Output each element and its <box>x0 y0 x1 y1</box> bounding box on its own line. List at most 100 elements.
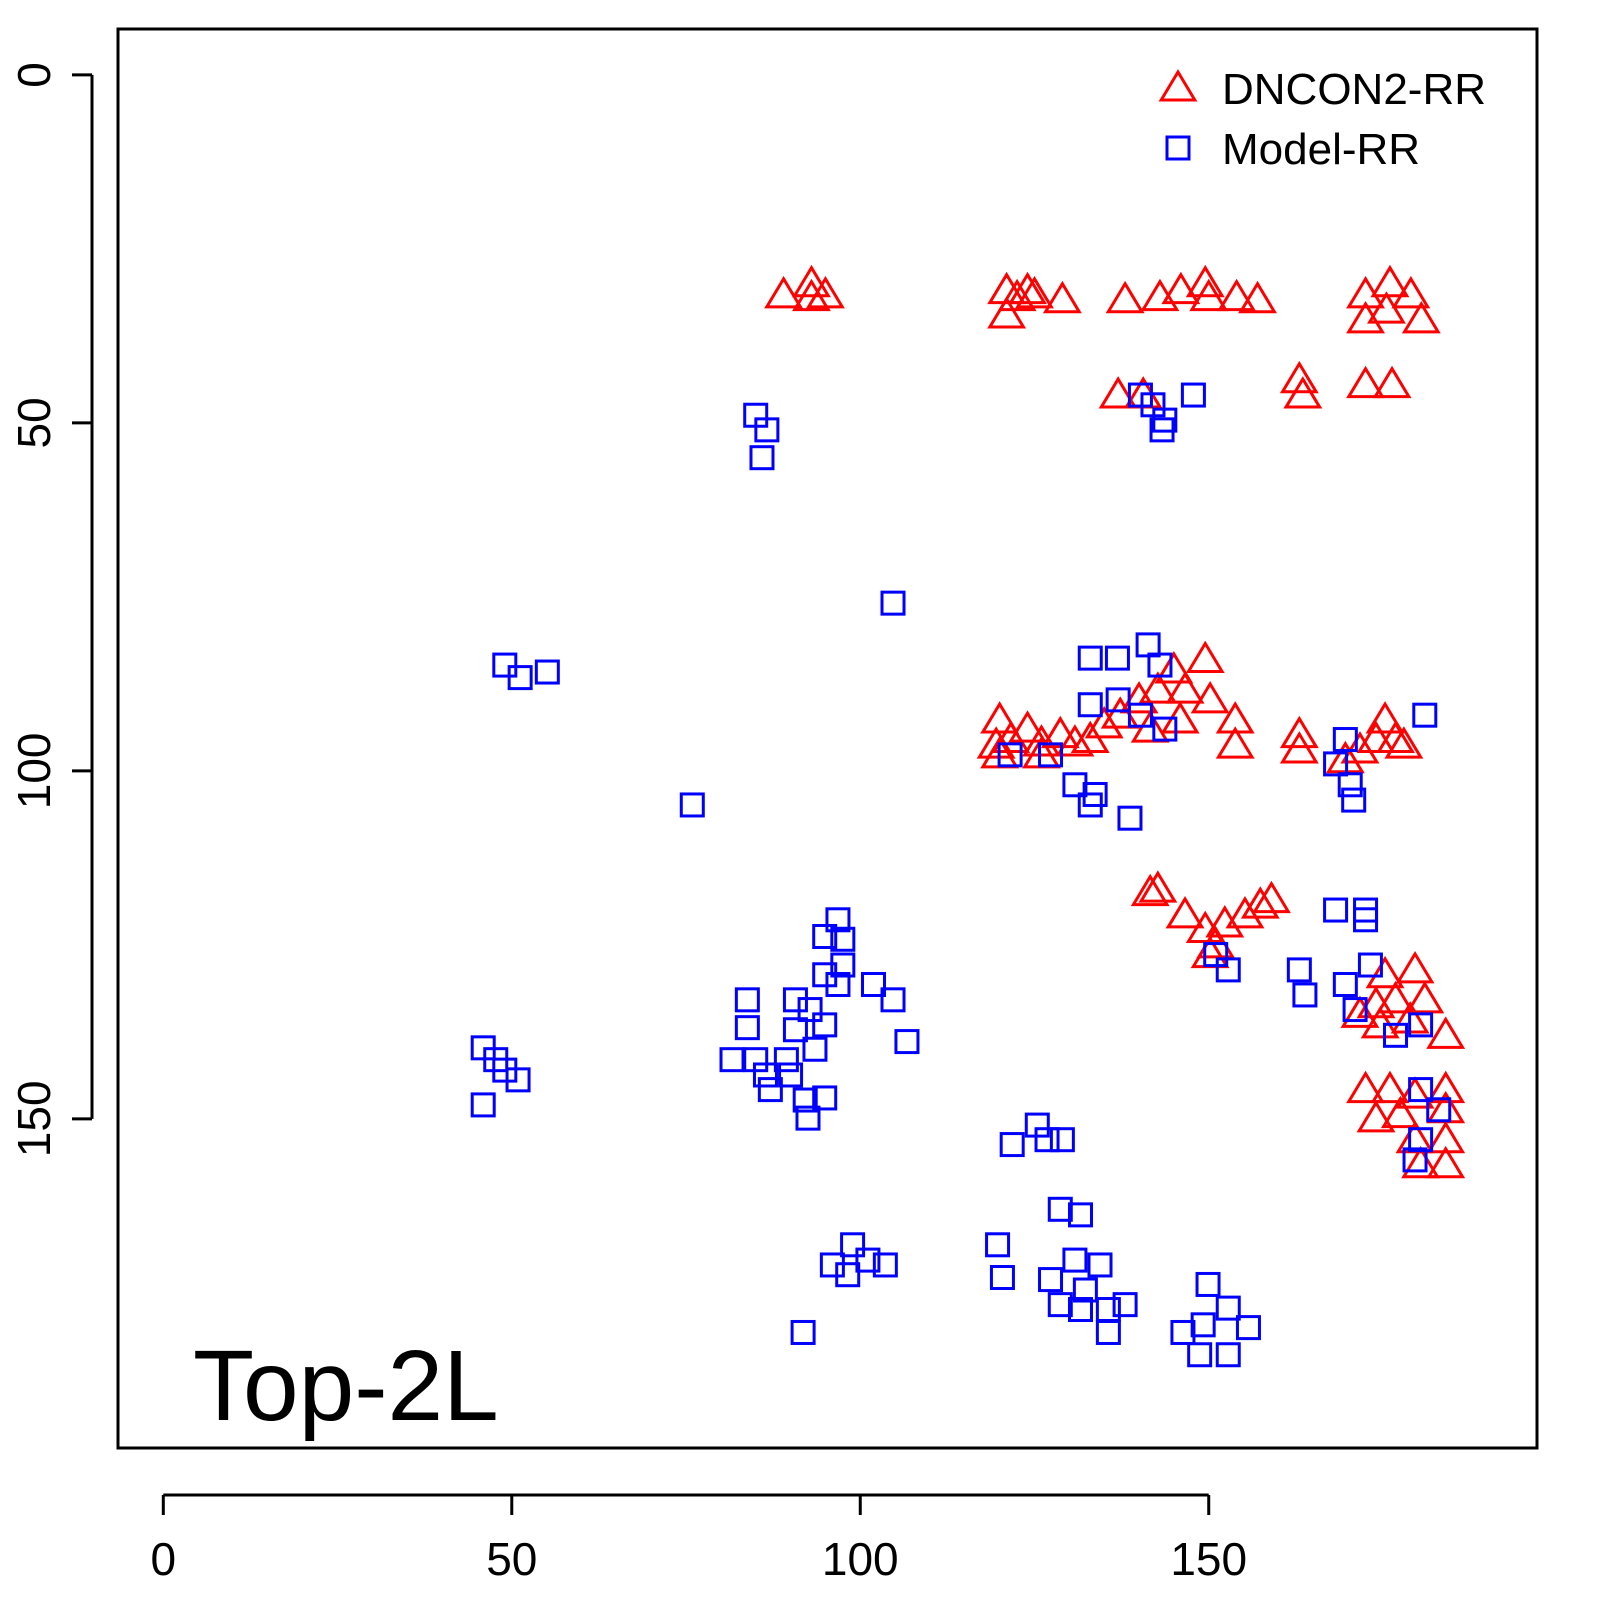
data-point <box>894 1029 920 1055</box>
data-point <box>1165 896 1205 929</box>
data-point <box>1252 880 1291 914</box>
data-point <box>1346 1070 1385 1104</box>
data-point <box>734 1015 760 1041</box>
data-point <box>1323 897 1349 923</box>
data-point <box>1095 1297 1121 1323</box>
data-point <box>1405 980 1445 1014</box>
data-point <box>1127 702 1153 728</box>
data-point <box>1365 701 1405 734</box>
data-point <box>1077 792 1103 818</box>
data-point <box>719 1047 745 1073</box>
data-point <box>792 278 831 312</box>
data-point <box>812 1012 838 1038</box>
y-tick-label: 150 <box>8 1080 60 1157</box>
data-point <box>1340 731 1380 764</box>
data-point <box>1395 1076 1435 1109</box>
data-point <box>997 742 1023 768</box>
data-point <box>1138 671 1178 704</box>
data-point <box>1412 702 1438 728</box>
data-point <box>1185 264 1225 298</box>
legend-label: DNCON2-RR <box>1222 65 1486 114</box>
data-point <box>1323 751 1349 777</box>
data-point <box>1049 1127 1075 1153</box>
data-point <box>1215 726 1255 759</box>
data-point <box>1072 1277 1098 1303</box>
data-point <box>1077 692 1103 718</box>
data-point <box>1180 382 1206 408</box>
data-point <box>1047 1292 1073 1318</box>
data-point <box>790 1319 816 1345</box>
data-point <box>1147 652 1173 678</box>
annotation: Top-2L <box>193 1330 499 1442</box>
data-point <box>855 1247 881 1273</box>
data-point <box>754 417 780 443</box>
data-point <box>1384 726 1424 759</box>
data-point <box>1332 972 1358 998</box>
data-point <box>802 1036 828 1062</box>
data-point <box>1205 905 1245 938</box>
data-point <box>1376 980 1415 1014</box>
data-point <box>999 1132 1025 1158</box>
data-point <box>492 652 518 678</box>
data-point <box>1332 727 1358 753</box>
data-point <box>1042 280 1082 314</box>
data-point <box>1346 365 1385 399</box>
data-point <box>1154 651 1194 684</box>
data-point <box>1401 300 1441 334</box>
data-point <box>1187 1342 1213 1368</box>
data-point <box>778 1062 804 1088</box>
data-point <box>1077 645 1103 671</box>
data-point <box>1149 417 1175 443</box>
data-point <box>1190 680 1230 714</box>
y-tick-label: 100 <box>8 732 60 809</box>
y-tick-label: 0 <box>8 62 60 88</box>
data-point <box>1022 724 1061 757</box>
data-point <box>1170 1319 1196 1345</box>
data-point <box>1370 264 1410 298</box>
data-point <box>1112 1292 1138 1318</box>
data-point <box>534 659 560 685</box>
data-point <box>1342 997 1368 1023</box>
data-point <box>1370 1070 1410 1104</box>
data-point <box>1365 955 1405 989</box>
data-point <box>1190 1312 1216 1338</box>
plot-frame <box>116 27 1539 1450</box>
data-point <box>773 1047 799 1073</box>
legend-marker <box>1158 69 1198 102</box>
data-point <box>1189 278 1229 312</box>
data-point <box>825 907 851 933</box>
data-point <box>1426 1120 1466 1154</box>
data-point <box>1215 1295 1241 1321</box>
data-point <box>1067 1202 1093 1228</box>
data-point <box>1203 942 1229 968</box>
x-tick-label: 0 <box>151 1533 177 1585</box>
data-point <box>1215 701 1255 734</box>
data-point <box>507 665 533 691</box>
data-point <box>1356 1099 1396 1133</box>
data-point <box>749 445 775 471</box>
data-point <box>1152 716 1178 742</box>
data-point <box>1095 1319 1121 1345</box>
data-point <box>1119 680 1159 714</box>
data-point <box>1008 271 1047 305</box>
data-point <box>1161 271 1201 305</box>
data-point <box>1217 278 1257 312</box>
data-point <box>1346 300 1385 334</box>
data-point <box>1240 886 1280 919</box>
data-point <box>1047 1196 1073 1222</box>
data-point <box>734 987 760 1013</box>
data-point <box>1283 376 1323 409</box>
data-point <box>470 1092 496 1118</box>
data-point <box>1105 687 1131 713</box>
data-point <box>1238 280 1277 314</box>
data-point <box>1279 715 1319 749</box>
data-point <box>1084 706 1124 739</box>
x-tick-label: 150 <box>1170 1533 1247 1585</box>
data-point <box>840 1232 866 1258</box>
x-tick-label: 100 <box>822 1533 899 1585</box>
data-point <box>860 972 886 998</box>
data-point <box>987 271 1027 305</box>
data-point <box>985 1232 1011 1258</box>
data-point <box>819 1252 845 1278</box>
